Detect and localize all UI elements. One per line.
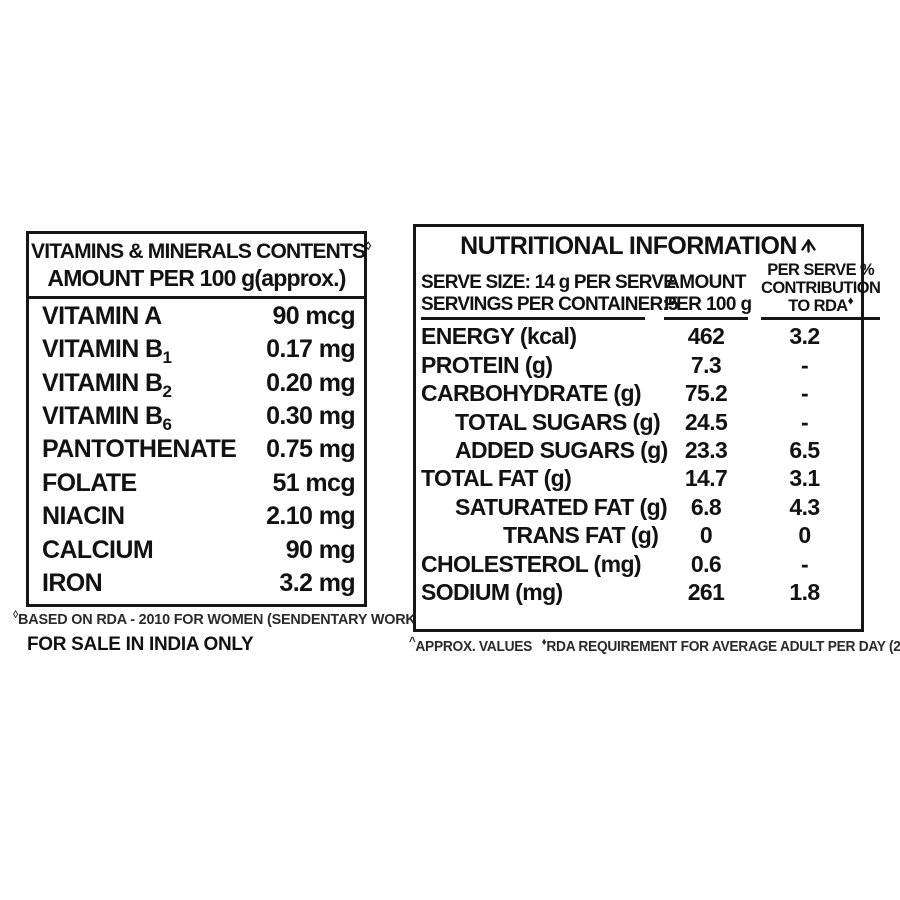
rda-value: - [800, 380, 809, 407]
table-row: VITAMIN A 90 mcg [42, 301, 356, 335]
serve-size-header-cell: SERVE SIZE: 14 g PER SERVE SERVINGS PER … [421, 272, 679, 321]
nutritional-information-panel: NUTRITIONAL INFORMATION SERVE SIZE: 14 g… [413, 224, 881, 632]
row-label: IRON [42, 569, 103, 598]
row-value: 51 mcg [272, 468, 355, 497]
nutritional-information-title: NUTRITIONAL INFORMATION [416, 232, 861, 261]
vitamins-header-line1: VITAMINS & MINERALS CONTENTS◊ [31, 240, 371, 265]
amount-value: 23.3 [684, 437, 728, 463]
row-value: 0.30 mg [266, 402, 356, 431]
row-label: FOLATE [42, 468, 137, 497]
row-label: NIACIN [42, 502, 125, 531]
row-value: 2.10 mg [266, 502, 356, 531]
table-row: VITAMIN B6 0.30 mg [42, 402, 356, 435]
nutrition-rows: ENERGY (kcal) 462 3.2 PROTEIN (g) 7.3 - CARB… [416, 320, 861, 607]
amount-value: 24.5 [684, 408, 728, 435]
row-value: 0.20 mg [266, 368, 356, 397]
amount-header-line1: AMOUNT [666, 272, 746, 294]
table-row: TOTAL FAT (g) 14.7 3.1 [421, 465, 856, 493]
approx-values-marker-icon [800, 232, 817, 261]
amount-value: 462 [687, 323, 725, 350]
nutrient-label: ENERGY (kcal) [421, 323, 577, 350]
row-label: VITAMIN B1 [42, 335, 172, 368]
row-label: VITAMIN A [42, 301, 162, 330]
servings-per-container-line: SERVINGS PER CONTAINER:5 [421, 293, 679, 315]
vitamins-minerals-panel: VITAMINS & MINERALS CONTENTS◊ AMOUNT PER… [26, 231, 371, 607]
row-value: 90 mcg [272, 301, 355, 330]
for-sale-in-india-note: FOR SALE IN INDIA ONLY [27, 634, 254, 655]
nutrient-label: TRANS FAT (g) [503, 522, 659, 549]
table-row: IRON 3.2 mg [42, 569, 356, 602]
rda-value: - [800, 351, 809, 378]
diamond-rda-marker: ♦ [847, 293, 854, 308]
amount-value: 261 [687, 578, 725, 605]
rda-value: 3.1 [789, 465, 820, 492]
vitamins-panel-header: VITAMINS & MINERALS CONTENTS◊ AMOUNT PER… [29, 234, 371, 299]
table-row: PANTOTHENATE 0.75 mg [42, 435, 356, 468]
table-row: FOLATE 51 mcg [42, 468, 356, 502]
vitamins-rows: VITAMIN A 90 mcg VITAMIN B1 0.17 mg VITAMI… [29, 299, 364, 603]
vitamins-header-line2: AMOUNT PER 100 g(approx.) [47, 264, 346, 291]
table-row: ADDED SUGARS (g) 23.3 6.5 [421, 437, 856, 465]
serve-size-line: SERVE SIZE: 14 g PER SERVE [421, 272, 676, 294]
row-label: CALCIUM [42, 535, 154, 564]
nutrient-label: CARBOHYDRATE (g) [421, 380, 642, 407]
rda-value: 4.3 [789, 493, 820, 520]
table-row: SODIUM (mg) 261 1.8 [421, 579, 856, 607]
rda-value: 0 [798, 522, 811, 549]
amount-header-line2: PER 100 g [664, 293, 752, 315]
nutrient-label: TOTAL FAT (g) [421, 465, 572, 492]
diamond-footnote-marker: ◊ [365, 239, 371, 253]
rda-value: 3.2 [789, 323, 820, 350]
rda-basis-footnote: ◊BASED ON RDA - 2010 FOR WOMEN (SENDENTA… [13, 609, 421, 629]
nutrient-label: TOTAL SUGARS (g) [455, 408, 661, 435]
row-value: 0.75 mg [266, 435, 356, 464]
row-label: VITAMIN B2 [42, 368, 172, 401]
nutrient-label: ADDED SUGARS (g) [455, 437, 668, 463]
table-row: VITAMIN B2 0.20 mg [42, 368, 356, 402]
amount-value: 6.8 [690, 493, 722, 520]
table-row: TOTAL SUGARS (g) 24.5 - [421, 409, 856, 437]
nutrient-label: CHOLESTEROL (mg) [421, 550, 642, 577]
rda-value: - [800, 550, 809, 577]
table-row: TRANS FAT (g) 0 0 [421, 522, 856, 550]
nutrient-label: SATURATED FAT (g) [455, 493, 668, 520]
amount-value: 14.7 [684, 465, 728, 492]
nutrient-label: SODIUM (mg) [421, 578, 563, 605]
row-value: 0.17 mg [266, 335, 356, 364]
panel-title-text: NUTRITIONAL INFORMATION [460, 232, 797, 260]
per-serve-header-line1: PER SERVE % [767, 261, 875, 279]
row-value: 90 mg [285, 535, 356, 564]
rda-value: 1.8 [789, 578, 820, 605]
nutrition-table-header: SERVE SIZE: 14 g PER SERVE SERVINGS PER … [416, 261, 881, 321]
row-value: 3.2 mg [279, 569, 355, 598]
per-serve-rda-header-cell: PER SERVE % CONTRIBUTION TO RDA♦ [761, 261, 881, 321]
rda-value: - [800, 408, 809, 435]
amount-per-100g-header-cell: AMOUNT PER 100 g [664, 272, 752, 321]
nutrient-label: PROTEIN (g) [421, 351, 553, 378]
table-row: CALCIUM 90 mg [42, 535, 356, 569]
amount-value: 0.6 [690, 550, 722, 577]
per-serve-header-line3: TO RDA♦ [788, 293, 854, 315]
diamond-rda-marker: ♦ [541, 637, 547, 649]
rda-value: 6.5 [789, 437, 820, 463]
approx-values-footnote: ^APPROX. VALUES ♦RDA REQUIREMENT FOR AVER… [409, 634, 900, 655]
table-row: CARBOHYDRATE (g) 75.2 - [421, 380, 856, 408]
row-label: PANTOTHENATE [42, 435, 237, 464]
table-row: NIACIN 2.10 mg [42, 502, 356, 535]
table-row: ENERGY (kcal) 462 3.2 [421, 323, 856, 351]
diamond-footnote-marker: ◊ [13, 609, 19, 621]
table-row: PROTEIN (g) 7.3 - [421, 352, 856, 380]
per-serve-header-line2: CONTRIBUTION [761, 278, 881, 297]
row-label: VITAMIN B6 [42, 402, 172, 435]
table-row: CHOLESTEROL (mg) 0.6 - [421, 551, 856, 579]
vitamins-header-title: VITAMINS & MINERALS CONTENTS [31, 240, 366, 263]
caret-footnote-marker: ^ [409, 634, 416, 649]
table-row: SATURATED FAT (g) 6.8 4.3 [421, 494, 856, 522]
amount-value: 0 [699, 522, 713, 549]
amount-value: 75.2 [684, 380, 728, 407]
amount-value: 7.3 [690, 351, 722, 378]
table-row: VITAMIN B1 0.17 mg [42, 335, 356, 368]
